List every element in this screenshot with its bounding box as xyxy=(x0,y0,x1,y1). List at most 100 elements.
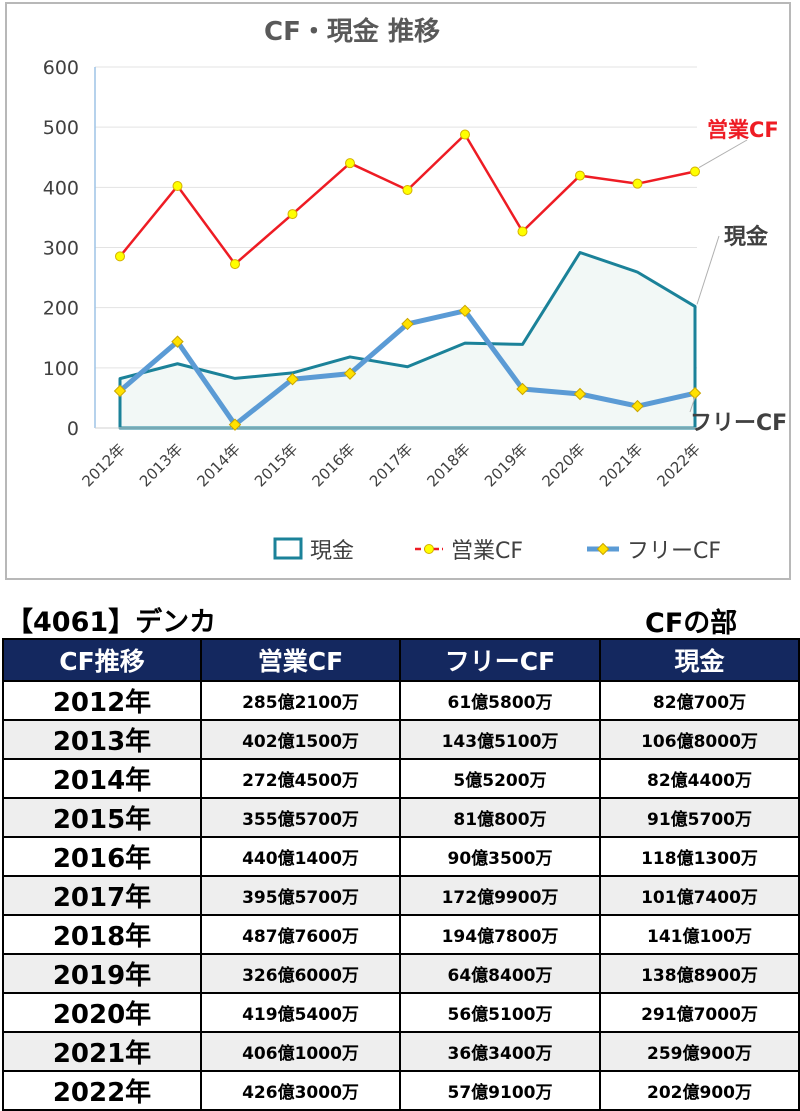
x-tick-label: 2022年 xyxy=(653,440,703,490)
y-tick-label: 400 xyxy=(43,177,79,199)
free-cf-point xyxy=(516,382,529,396)
table-row: 2017年 395億5700万 172億9900万 101億7400万 xyxy=(2,875,800,916)
free-cf-point xyxy=(631,399,644,413)
legend-cash-swatch xyxy=(273,537,303,560)
free-cf-cell: 172億9900万 xyxy=(399,875,601,916)
year-cell: 2012年 xyxy=(2,680,202,721)
year-cell: 2015年 xyxy=(2,797,202,838)
free-cf-cell: 5億5200万 xyxy=(399,758,601,799)
company-title: 【4061】デンカ xyxy=(6,607,217,638)
cash-cell: 141億100万 xyxy=(599,914,800,955)
operating-cf-point xyxy=(287,209,298,220)
year-cell: 2014年 xyxy=(2,758,202,799)
operating-cf-point xyxy=(460,129,470,140)
y-tick-label: 300 xyxy=(43,238,79,260)
cash-cell: 202億900万 xyxy=(599,1070,800,1111)
operating-cf-line xyxy=(119,133,696,266)
operating-cf-cell: 402億1500万 xyxy=(200,719,401,760)
cash-cell: 259億900万 xyxy=(599,1031,800,1072)
operating-cf-cell: 426億3000万 xyxy=(200,1070,401,1111)
year-cell: 2017年 xyxy=(2,875,202,916)
table-row: 2021年 406億1000万 36億3400万 259億900万 xyxy=(2,1031,800,1072)
cash-cell: 91億5700万 xyxy=(599,797,800,838)
year-cell: 2021年 xyxy=(2,1031,202,1072)
y-tick-label: 600 xyxy=(43,57,79,79)
legend-operating-cf-label: 営業CF xyxy=(451,539,523,564)
legend-free-cf-marker xyxy=(596,542,610,556)
cf-table: CF推移 営業CF フリーCF 現金 2012年 285億2100万 61億5800… xyxy=(2,638,800,1111)
table-row: 2022年 426億3000万 57億9100万 202億900万 xyxy=(2,1070,800,1111)
operating-cf-cell: 419億5400万 xyxy=(200,992,401,1033)
header-cf-trend: CF推移 xyxy=(2,638,202,682)
x-tick-label: 2015年 xyxy=(251,440,301,490)
free-cf-annotation: フリーCF xyxy=(690,411,787,436)
free-cf-point xyxy=(343,367,357,380)
operating-cf-point xyxy=(517,226,528,237)
year-cell: 2018年 xyxy=(2,914,202,955)
table-row: 2014年 272億4500万 5億5200万 82億4400万 xyxy=(2,758,800,799)
cash-area xyxy=(118,250,697,430)
cash-cell: 101億7400万 xyxy=(599,875,800,916)
free-cf-cell: 56億5100万 xyxy=(399,992,601,1033)
year-cell: 2013年 xyxy=(2,719,202,760)
operating-cf-cell: 272億4500万 xyxy=(200,758,401,799)
operating-cf-cell: 326億6000万 xyxy=(200,953,401,994)
x-tick-label: 2013年 xyxy=(136,440,186,490)
operating-cf-cell: 355億5700万 xyxy=(200,797,401,838)
section-title: CFの部 xyxy=(645,608,738,639)
cash-annotation: 現金 xyxy=(724,224,769,250)
free-cf-cell: 90億3500万 xyxy=(399,836,601,877)
free-cf-point xyxy=(171,335,184,348)
operating-cf-point xyxy=(115,251,125,262)
table-row: 2016年 440億1400万 90億3500万 118億1300万 xyxy=(2,836,800,877)
x-tick-label: 2019年 xyxy=(481,440,531,490)
legend-cash-label: 現金 xyxy=(310,539,354,564)
operating-cf-point xyxy=(402,184,413,195)
table-row: 2018年 487億7600万 194億7800万 141億100万 xyxy=(2,914,800,955)
y-tick-label: 500 xyxy=(43,117,79,139)
year-cell: 2020年 xyxy=(2,992,202,1033)
x-tick-label: 2018年 xyxy=(423,440,473,490)
operating-cf-cell: 285億2100万 xyxy=(200,680,401,721)
operating-cf-cell: 395億5700万 xyxy=(200,875,401,916)
y-tick-label: 200 xyxy=(43,298,79,320)
y-tick-label: 100 xyxy=(43,358,79,380)
cash-cell: 291億7000万 xyxy=(599,992,800,1033)
free-cf-cell: 57億9100万 xyxy=(399,1070,601,1111)
table-row: 2020年 419億5400万 56億5100万 291億7000万 xyxy=(2,992,800,1033)
year-cell: 2019年 xyxy=(2,953,202,994)
operating-cf-cell: 406億1000万 xyxy=(200,1031,401,1072)
free-cf-point xyxy=(401,317,414,331)
free-cf-point xyxy=(458,304,472,318)
free-cf-leader xyxy=(689,396,696,413)
operating-cf-point xyxy=(575,170,585,181)
cash-cell: 82億700万 xyxy=(599,680,800,721)
free-cf-cell: 194億7800万 xyxy=(399,914,601,955)
free-cf-point xyxy=(113,384,127,398)
cash-leader xyxy=(696,235,720,305)
table-row: 2015年 355億5700万 81億800万 91億5700万 xyxy=(2,797,800,838)
cash-cell: 82億4400万 xyxy=(599,758,800,799)
x-tick-label: 2021年 xyxy=(596,440,646,490)
legend-free-cf-label: フリーCF xyxy=(627,539,721,564)
chart-title: CF・現金 推移 xyxy=(264,16,440,47)
free-cf-cell: 143億5100万 xyxy=(399,719,601,760)
table-row: 2012年 285億2100万 61億5800万 82億700万 xyxy=(2,680,800,721)
operating-cf-leader xyxy=(698,139,748,168)
operating-cf-point xyxy=(690,166,700,177)
free-cf-point xyxy=(286,373,299,386)
x-tick-label: 2012年 xyxy=(78,440,128,490)
table-row: 2019年 326億6000万 64億8400万 138億8900万 xyxy=(2,953,800,994)
free-cf-point xyxy=(573,387,587,401)
cf-chart-panel: CF・現金 推移 0 100 200 300 400 500 600 2012年 2013年 201… xyxy=(5,2,791,580)
year-cell: 2016年 xyxy=(2,836,202,877)
cf-cash-chart: CF・現金 推移 0 100 200 300 400 500 600 2012年 2013年 201… xyxy=(43,16,787,564)
table-row: 2013年 402億1500万 143億5100万 106億8000万 xyxy=(2,719,800,760)
y-tick-label: 0 xyxy=(67,418,79,440)
header-operating-cf: 営業CF xyxy=(200,638,401,682)
header-free-cf: フリーCF xyxy=(399,638,601,682)
cash-cell: 106億8000万 xyxy=(599,719,800,760)
x-tick-label: 2017年 xyxy=(366,440,416,490)
operating-cf-point xyxy=(172,181,183,192)
free-cf-point xyxy=(228,418,242,431)
